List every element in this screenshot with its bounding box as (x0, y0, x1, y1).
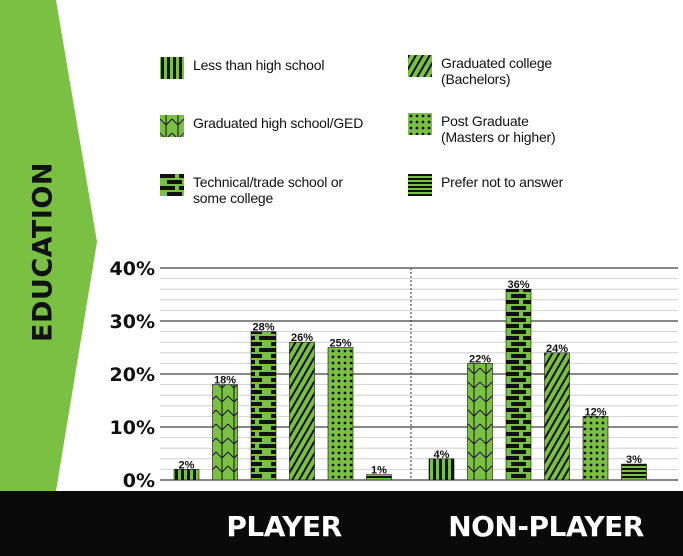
y-tick-label: 0% (123, 470, 155, 491)
legend-item-less-than-high-school: Less than high school (160, 57, 324, 79)
bar-value-label: 24% (546, 343, 568, 355)
legend-item-graduated-college: Graduated college (Bachelors) (408, 55, 552, 87)
bar-value-label: 18% (214, 375, 236, 387)
group-label-player: PLAYER (226, 510, 342, 543)
legend-label: Graduated high school/GED (193, 115, 364, 131)
y-axis: 0% 10% 20% 30% 40% (110, 258, 155, 491)
bar-value-label: 28% (252, 322, 274, 334)
legend-swatch-hstripes (408, 174, 432, 196)
bar-value-label: 22% (469, 353, 491, 365)
bar (366, 474, 392, 481)
legend-label: Post Graduate (Masters or higher) (441, 113, 556, 145)
bar (428, 458, 455, 481)
legend-item-prefer-not-to-answer: Prefer not to answer (408, 174, 563, 196)
legend-item-post-graduate: Post Graduate (Masters or higher) (408, 113, 556, 145)
group-label-non-player: NON-PLAYER (448, 510, 644, 543)
y-tick-label: 20% (110, 364, 155, 386)
group-label-band (0, 491, 683, 556)
bar (250, 331, 277, 481)
legend-item-technical-trade-school: Technical/trade school or some college (160, 174, 343, 206)
bar (544, 352, 570, 481)
y-tick-label: 40% (110, 258, 155, 280)
legend-swatch-vstripes (160, 57, 184, 79)
bar (582, 416, 609, 481)
bar-value-label: 3% (626, 454, 642, 466)
legend-swatch-diagonal (408, 55, 432, 77)
bar (212, 384, 238, 481)
bar (505, 288, 532, 481)
bar-value-label: 26% (291, 332, 313, 344)
bar (467, 363, 493, 481)
bar-value-label: 25% (329, 338, 351, 350)
legend-label: Less than high school (193, 57, 325, 73)
bar (289, 341, 315, 481)
bar-value-label: 4% (434, 449, 450, 461)
legend: Less than high school Graduated high sch… (0, 0, 683, 240)
legend-swatch-dashes (160, 174, 184, 196)
legend-label: Graduated college (Bachelors) (441, 55, 553, 87)
legend-label: Technical/trade school or some college (193, 174, 343, 206)
bar (327, 347, 354, 481)
legend-swatch-dots (408, 113, 432, 135)
bar-value-label: 36% (507, 279, 529, 291)
legend-swatch-chevron (160, 115, 184, 137)
legend-label: Prefer not to answer (441, 174, 564, 190)
y-tick-label: 10% (110, 417, 155, 439)
legend-item-graduated-high-school: Graduated high school/GED (160, 115, 363, 137)
bar (621, 463, 647, 481)
y-tick-label: 30% (110, 311, 155, 333)
bar-chart: 0% 10% 20% 30% 40% 2% 4% 18% 22% 28% 36% 26% 24% 25%… (110, 258, 678, 491)
bar (173, 469, 200, 481)
education-banner-arrow (0, 0, 97, 491)
bars: 2% 4% 18% 22% 28% 36% 26% 24% 25% 12% 1% 3% (173, 279, 647, 481)
bar-value-label: 2% (179, 459, 195, 471)
bar-value-label: 12% (584, 406, 606, 418)
bar-value-label: 1% (371, 465, 387, 477)
